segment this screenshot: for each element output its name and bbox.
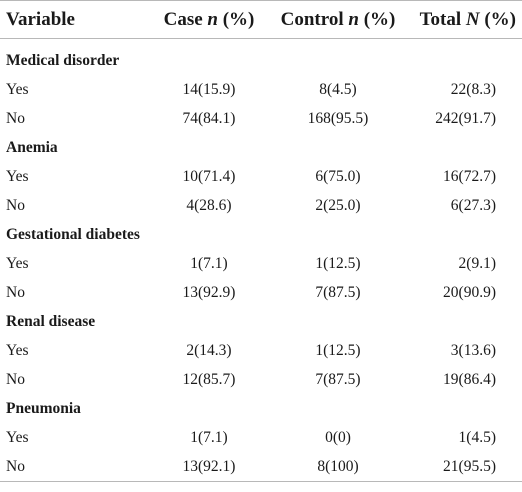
table-row: No 13(92.1) 8(100) 21(95.5) xyxy=(0,452,522,482)
table-row: Yes 10(71.4) 6(75.0) 16(72.7) xyxy=(0,162,522,191)
row-label: No xyxy=(6,109,25,127)
cell-total: 2(9.1) xyxy=(458,254,496,272)
header-row: Variable Case n (%) Control n (%) Total … xyxy=(0,0,522,39)
cell-case: 2(14.3) xyxy=(186,341,232,359)
cell-case: 14(15.9) xyxy=(182,80,236,98)
data-table: Variable Case n (%) Control n (%) Total … xyxy=(0,0,522,482)
row-label: Yes xyxy=(6,167,29,185)
cell-total: 6(27.3) xyxy=(450,196,496,214)
cell-total: 242(91.7) xyxy=(435,109,496,127)
group-title: Renal disease xyxy=(6,312,96,330)
row-label: No xyxy=(0,452,148,482)
cell-case: 12(85.7) xyxy=(182,370,236,388)
table-row: No 12(85.7) 7(87.5) 19(86.4) xyxy=(0,365,522,394)
cell-case: 4(28.6) xyxy=(186,196,232,214)
cell-control: 168(95.5) xyxy=(307,109,369,127)
header-total: Total N (%) xyxy=(406,0,522,39)
header-variable: Variable xyxy=(0,0,148,39)
row-label: No xyxy=(6,370,25,388)
table-row: Yes 14(15.9) 8(4.5) 22(8.3) xyxy=(0,75,522,104)
table-row: No 74(84.1) 168(95.5) 242(91.7) xyxy=(0,104,522,133)
row-label: Yes xyxy=(6,428,29,446)
cell-total: 21(95.5) xyxy=(406,452,522,482)
cell-control: 7(87.5) xyxy=(315,283,361,301)
cell-case: 1(7.1) xyxy=(190,428,228,446)
group-title: Pneumonia xyxy=(6,399,81,417)
cell-case: 74(84.1) xyxy=(182,109,236,127)
cell-total: 22(8.3) xyxy=(450,80,496,98)
group-row: Pneumonia xyxy=(0,394,522,423)
row-label: No xyxy=(6,196,25,214)
group-row: Gestational diabetes xyxy=(0,220,522,249)
group-title: Anemia xyxy=(6,138,58,156)
cell-total: 16(72.7) xyxy=(443,167,496,185)
cell-control: 8(4.5) xyxy=(319,80,357,98)
row-label: No xyxy=(6,283,25,301)
row-label: Yes xyxy=(6,254,29,272)
cell-total: 20(90.9) xyxy=(443,283,496,301)
table-row: Yes 1(7.1) 0(0) 1(4.5) xyxy=(0,423,522,452)
group-title: Medical disorder xyxy=(6,51,120,69)
cell-total: 3(13.6) xyxy=(450,341,496,359)
cell-control: 6(75.0) xyxy=(315,167,361,185)
group-title: Gestational diabetes xyxy=(6,225,140,243)
cell-control: 8(100) xyxy=(270,452,406,482)
group-row: Renal disease xyxy=(0,307,522,336)
table-row: No 4(28.6) 2(25.0) 6(27.3) xyxy=(0,191,522,220)
cell-control: 0(0) xyxy=(325,428,351,446)
cell-control: 7(87.5) xyxy=(315,370,361,388)
cell-control: 1(12.5) xyxy=(315,341,361,359)
table-row: Yes 1(7.1) 1(12.5) 2(9.1) xyxy=(0,249,522,278)
row-label: Yes xyxy=(6,80,29,98)
cell-case: 13(92.9) xyxy=(182,283,236,301)
table-header: Variable Case n (%) Control n (%) Total … xyxy=(0,0,522,47)
table-row: No 13(92.9) 7(87.5) 20(90.9) xyxy=(0,278,522,307)
cell-control: 2(25.0) xyxy=(315,196,361,214)
table-row: Yes 2(14.3) 1(12.5) 3(13.6) xyxy=(0,336,522,365)
header-case: Case n (%) xyxy=(148,0,270,39)
cell-control: 1(12.5) xyxy=(315,254,361,272)
row-label: Yes xyxy=(6,341,29,359)
cell-total: 19(86.4) xyxy=(443,370,496,388)
cell-case: 1(7.1) xyxy=(190,254,228,272)
header-control: Control n (%) xyxy=(270,0,406,39)
group-row: Anemia xyxy=(0,133,522,162)
group-row: Medical disorder xyxy=(0,46,522,75)
table-body: Medical disorder Yes 14(15.9) 8(4.5) 22(… xyxy=(0,46,522,482)
cell-case: 13(92.1) xyxy=(148,452,270,482)
cell-total: 1(4.5) xyxy=(458,428,496,446)
cell-case: 10(71.4) xyxy=(182,167,236,185)
